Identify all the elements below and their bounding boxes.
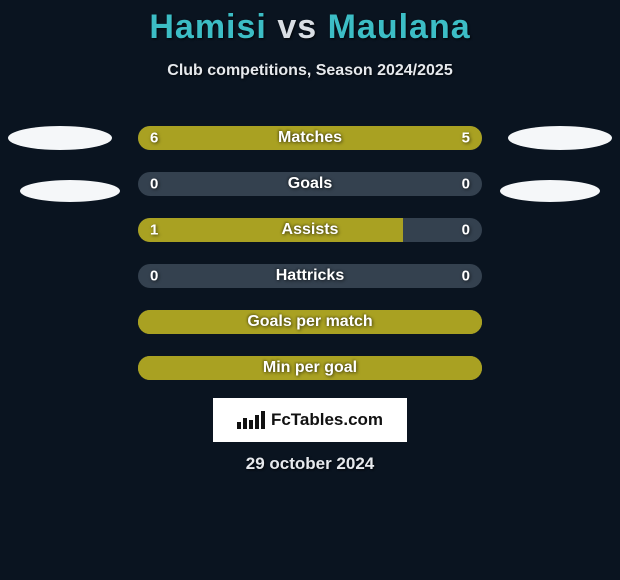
bar-value-right: 0 (462, 176, 470, 193)
bar-label: Goals (138, 175, 482, 193)
avatar-ellipse-0 (8, 126, 112, 150)
avatar-ellipse-1 (508, 126, 612, 150)
bar-value-left: 6 (150, 130, 158, 147)
bar-label: Hattricks (138, 267, 482, 285)
bar-value-left: 0 (150, 176, 158, 193)
title-player2: Maulana (328, 8, 471, 46)
infographic-canvas: Hamisi vs Maulana Club competitions, Sea… (0, 0, 620, 580)
bar-label: Min per goal (138, 359, 482, 377)
title-player1: Hamisi (149, 8, 267, 46)
logo-text: FcTables.com (271, 410, 383, 430)
bar-value-right: 0 (462, 268, 470, 285)
stat-row-min-per-goal: Min per goal (138, 356, 482, 380)
title-vs: vs (277, 8, 317, 46)
avatar-ellipse-3 (500, 180, 600, 202)
bar-value-left: 0 (150, 268, 158, 285)
page-title: Hamisi vs Maulana (0, 8, 620, 47)
barchart-icon (237, 411, 265, 429)
logo-box: FcTables.com (213, 398, 407, 442)
stat-row-hattricks: Hattricks0 0 (138, 264, 482, 288)
stat-row-goals: Goals0 0 (138, 172, 482, 196)
bar-value-left: 1 (150, 222, 158, 239)
stat-row-goals-per-match: Goals per match (138, 310, 482, 334)
bar-value-right: 0 (462, 222, 470, 239)
avatar-ellipse-2 (20, 180, 120, 202)
stat-row-assists: Assists1 0 (138, 218, 482, 242)
subtitle: Club competitions, Season 2024/2025 (0, 62, 620, 80)
bar-label: Matches (138, 129, 482, 147)
bar-label: Assists (138, 221, 482, 239)
bar-value-right: 5 (462, 130, 470, 147)
footer-date: 29 october 2024 (0, 454, 620, 474)
bar-label: Goals per match (138, 313, 482, 331)
stat-row-matches: Matches6 5 (138, 126, 482, 150)
